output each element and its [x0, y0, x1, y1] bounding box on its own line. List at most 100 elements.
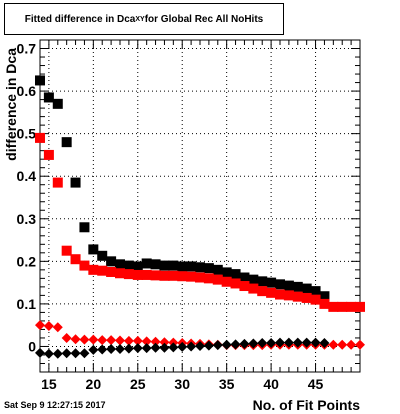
data-point — [212, 264, 223, 275]
series-3 — [35, 337, 330, 359]
data-point — [132, 335, 143, 346]
data-point — [319, 291, 330, 302]
data-point — [106, 335, 117, 346]
x-axis-label: No. of Fit Points — [253, 397, 361, 413]
data-point — [177, 341, 188, 352]
data-point — [221, 267, 232, 278]
data-point — [79, 222, 90, 233]
data-point — [239, 338, 250, 349]
data-point — [301, 292, 312, 303]
x-tick-label: 20 — [86, 376, 102, 392]
data-point — [257, 286, 268, 297]
data-point — [177, 261, 188, 272]
y-tick-label: 0 — [28, 338, 36, 354]
data-point — [266, 287, 277, 298]
data-point — [248, 274, 259, 285]
data-point — [257, 276, 268, 287]
y-tick-label: 0.1 — [17, 296, 37, 312]
data-point — [230, 339, 241, 350]
title-rest: for Global Rec All NoHits — [144, 13, 264, 25]
data-point — [292, 291, 303, 302]
data-point — [43, 92, 54, 103]
data-point — [346, 339, 357, 350]
data-point — [115, 268, 125, 279]
data-point — [301, 283, 312, 294]
data-point — [203, 340, 214, 351]
data-point — [221, 276, 232, 287]
data-point — [150, 270, 161, 281]
data-point — [319, 298, 330, 309]
x-tick-label: 30 — [174, 376, 190, 392]
data-point — [35, 320, 45, 331]
data-point — [159, 342, 170, 353]
data-point — [275, 289, 285, 300]
y-tick-label: 0.4 — [17, 168, 37, 184]
data-point — [52, 177, 63, 188]
data-point — [248, 338, 259, 349]
data-point — [79, 348, 90, 359]
title-main: Fitted difference in Dca — [24, 13, 136, 25]
data-point — [168, 342, 179, 353]
markers — [35, 75, 365, 359]
data-point — [283, 337, 294, 348]
data-point — [195, 262, 205, 273]
data-point — [221, 339, 232, 350]
data-point — [106, 256, 117, 267]
data-point — [35, 347, 45, 358]
y-tick-label: 0.2 — [17, 253, 37, 269]
data-point — [61, 245, 72, 256]
data-point — [319, 338, 330, 349]
data-point — [159, 337, 170, 348]
chart-title: Fitted difference in Dca XY for Global Re… — [4, 3, 284, 35]
data-point — [292, 281, 303, 292]
data-point — [266, 277, 277, 288]
data-point — [283, 290, 294, 301]
data-point — [159, 260, 170, 271]
data-point — [186, 271, 197, 282]
data-point — [310, 294, 321, 305]
data-point — [150, 342, 161, 353]
series-0 — [35, 75, 330, 302]
data-point — [292, 337, 303, 348]
data-point — [97, 250, 108, 261]
data-point — [301, 337, 312, 348]
plot-frame — [39, 39, 361, 373]
x-tick-label: 40 — [263, 376, 279, 392]
data-point — [328, 339, 339, 350]
series-1 — [35, 132, 365, 312]
data-point — [106, 344, 117, 355]
x-tick-label: 45 — [308, 376, 324, 392]
data-point — [186, 341, 197, 352]
data-point — [88, 334, 99, 345]
data-point — [275, 337, 285, 348]
y-tick-label: 0.7 — [17, 41, 37, 57]
data-point — [43, 348, 54, 359]
data-point — [123, 343, 134, 354]
tick-labels: 15 20 25 30 35 40 45 0 0.1 0.2 0.3 0.4 0.5 0.6 0.7 — [17, 41, 324, 392]
data-point — [141, 258, 152, 269]
data-point — [43, 149, 54, 160]
data-point — [212, 340, 223, 351]
data-point — [257, 338, 268, 349]
y-tick-label: 0.6 — [17, 83, 37, 99]
data-point — [337, 301, 348, 312]
data-point — [159, 270, 170, 281]
data-point — [141, 343, 152, 354]
y-axis-label: difference in Dca — [3, 48, 19, 161]
data-point — [52, 348, 63, 359]
data-point — [115, 344, 125, 355]
data-point — [61, 137, 72, 148]
data-point — [70, 254, 81, 265]
data-point — [283, 280, 294, 291]
data-point — [97, 335, 108, 346]
data-point — [248, 283, 259, 294]
data-point — [150, 336, 161, 347]
data-point — [337, 339, 348, 350]
data-point — [195, 341, 205, 352]
x-tick-label: 35 — [219, 376, 235, 392]
data-point — [88, 344, 99, 355]
data-point — [123, 269, 134, 280]
plot-border — [39, 39, 361, 373]
data-point — [346, 301, 357, 312]
